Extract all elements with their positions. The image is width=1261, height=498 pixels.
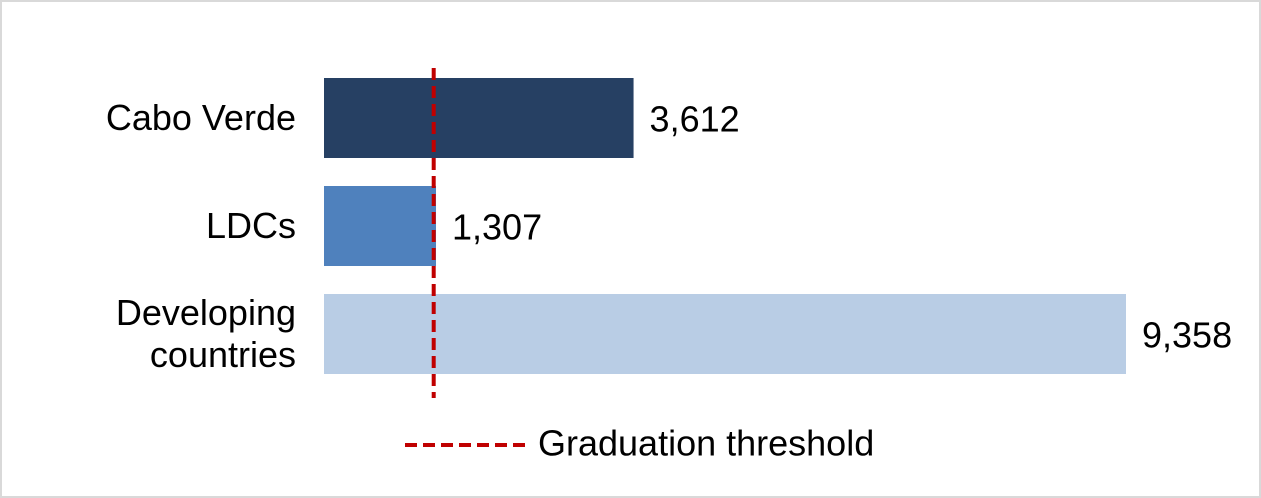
bar [324,186,437,266]
category-label: Cabo Verde [105,97,296,138]
value-label: 9,358 [1142,315,1232,356]
bar [324,78,634,158]
value-label: 3,612 [650,99,740,140]
category-label: LDCs [205,205,296,246]
bar [324,294,1126,374]
category-label: Developing countries [115,292,296,375]
legend-label: Graduation threshold [538,423,874,464]
value-label: 1,307 [452,207,542,248]
